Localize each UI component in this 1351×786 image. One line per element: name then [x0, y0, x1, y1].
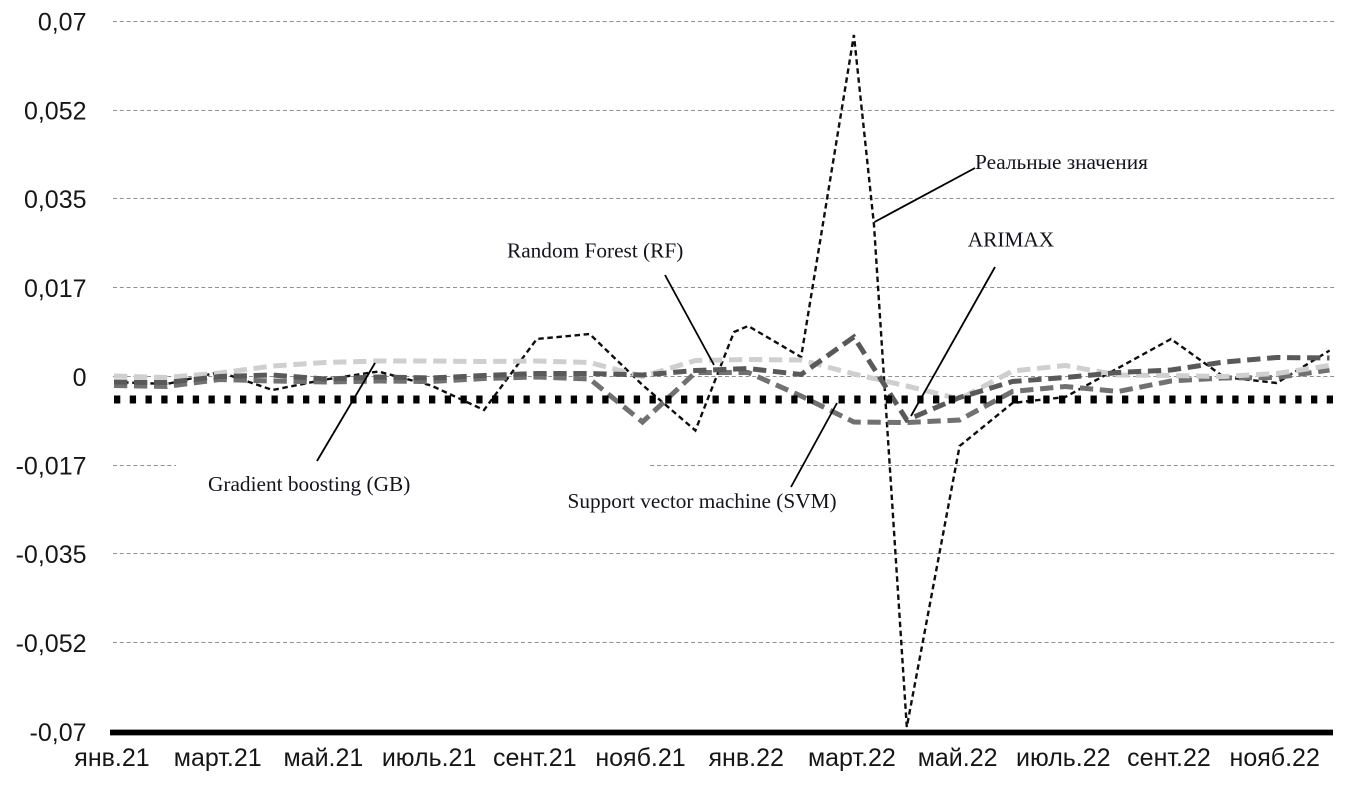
svg-text:нояб.21: нояб.21 — [595, 744, 685, 772]
svg-text:май.21: май.21 — [283, 744, 363, 772]
svg-text:сент.22: сент.22 — [1127, 744, 1211, 772]
svg-text:-0,052: -0,052 — [16, 630, 87, 658]
svg-text:-0,07: -0,07 — [30, 719, 87, 747]
svg-text:-0,035: -0,035 — [16, 541, 87, 569]
svg-text:0: 0 — [73, 364, 87, 392]
svg-text:0,07: 0,07 — [38, 8, 87, 36]
svg-text:Support vector machine (SVM): Support vector machine (SVM) — [568, 489, 837, 513]
svg-text:июль.21: июль.21 — [382, 744, 477, 772]
svg-text:янв.22: янв.22 — [709, 744, 784, 772]
svg-text:нояб.22: нояб.22 — [1230, 744, 1320, 772]
svg-text:Gradient boosting (GB): Gradient boosting (GB) — [208, 472, 410, 496]
svg-text:сент.21: сент.21 — [493, 744, 577, 772]
svg-text:0,052: 0,052 — [24, 97, 87, 125]
svg-text:июль.22: июль.22 — [1016, 744, 1111, 772]
svg-text:март.21: март.21 — [174, 744, 262, 772]
svg-text:март.22: март.22 — [808, 744, 896, 772]
svg-text:май.22: май.22 — [918, 744, 998, 772]
svg-text:0,035: 0,035 — [24, 186, 87, 214]
svg-text:0,017: 0,017 — [24, 275, 87, 303]
svg-text:Реальные значения: Реальные значения — [975, 150, 1148, 174]
svg-text:ARIMAX: ARIMAX — [968, 228, 1054, 252]
svg-text:Random Forest (RF): Random Forest (RF) — [507, 238, 683, 262]
svg-text:-0,017: -0,017 — [16, 452, 87, 480]
svg-text:янв.21: янв.21 — [74, 744, 149, 772]
